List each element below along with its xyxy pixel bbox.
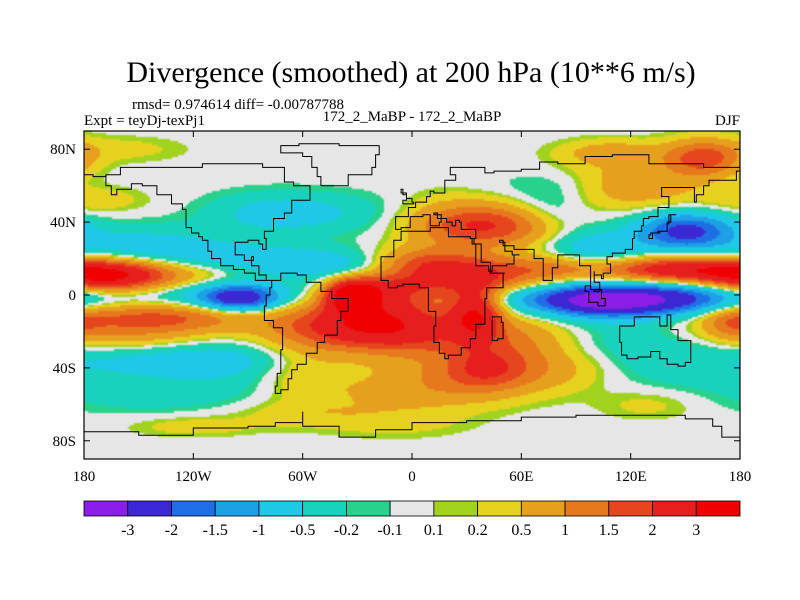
coastline-segment: [584, 285, 606, 307]
colorbar-label: 0.1: [424, 522, 444, 539]
colorbar-label: -2: [165, 522, 178, 539]
stats-label: rmsd= 0.974614 diff= -0.00787788: [132, 97, 344, 113]
plot-area: 180 120W 60W 0 60E 120E 180 80N 40N 0 40S 80S: [50, 130, 752, 485]
coastline-segment: [395, 154, 741, 226]
colorbar-label: -3: [121, 522, 134, 539]
y-tick-label: 0: [69, 288, 77, 304]
y-axis: 80N 40N 0 40S 80S: [50, 142, 740, 450]
colorbar-swatch: [345, 500, 391, 517]
colorbar-label: -0.2: [334, 522, 359, 539]
y-tick-label: 80S: [53, 434, 76, 450]
coastline-segment: [84, 411, 740, 438]
colorbar-swatch: [564, 500, 610, 517]
x-tick-label: 120W: [175, 469, 213, 485]
colorbar-swatch: [171, 500, 216, 517]
colorbar-swatch: [302, 500, 347, 517]
comparison-label: 172_2_MaBP - 172_2_MaBP: [323, 109, 502, 125]
colorbar-swatch: [433, 500, 479, 517]
colorbar-label: 1.5: [599, 522, 619, 539]
coastline: [84, 143, 741, 438]
colorbar-swatch: [127, 500, 172, 517]
colorbar-swatch: [477, 500, 522, 517]
experiment-label: Expt = teyDj-texPj1: [84, 113, 205, 129]
coastline-segment: [395, 170, 740, 292]
colorbar-swatch: [389, 500, 435, 517]
season-label: DJF: [715, 113, 740, 129]
colorbar-label: 2: [649, 522, 657, 539]
colorbar-swatch: [652, 500, 697, 517]
colorbar-swatch: [608, 500, 653, 517]
y-tick-label: 40S: [53, 361, 76, 377]
y-tick-label: 40N: [50, 215, 76, 231]
colorbar-label: 1: [561, 522, 569, 539]
x-tick-label: 60W: [288, 469, 318, 485]
coastline-segment: [105, 163, 311, 281]
x-tick-label: 120E: [615, 469, 647, 485]
x-tick-label: 180: [73, 469, 96, 485]
x-tick-label: 60E: [509, 469, 533, 485]
x-axis: 180 120W 60W 0 60E 120E 180: [73, 131, 752, 485]
colorbar-swatch: [214, 500, 260, 517]
divergence-field: [84, 131, 740, 459]
coastline-segment: [619, 314, 692, 367]
y-tick-label: 80N: [50, 142, 76, 158]
colorbar-swatch: [695, 500, 741, 517]
coastline-segment: [280, 143, 380, 187]
coastline-segment: [491, 316, 504, 342]
colorbar-swatch: [83, 500, 129, 517]
x-tick-label: 180: [729, 469, 752, 485]
colorbar-label: 3: [692, 522, 700, 539]
coastline-segment: [84, 174, 107, 178]
colorbar-swatch: [258, 500, 304, 517]
colorbar-swatch: [520, 500, 566, 517]
colorbar-label: -1: [252, 522, 265, 539]
chart-title: Divergence (smoothed) at 200 hPa (10**6 …: [126, 56, 695, 89]
colorbar-label: -0.1: [377, 522, 402, 539]
colorbar-label: -0.5: [290, 522, 315, 539]
x-tick-label: 0: [408, 469, 416, 485]
colorbar-label: 0.5: [511, 522, 531, 539]
coastline-segment: [648, 214, 677, 239]
colorbar: -3 -2 -1.5 -1 -0.5 -0.2 -0.1 0.1 0.2 0.5 1 1.5 2 3: [83, 500, 741, 539]
colorbar-label: -1.5: [203, 522, 228, 539]
coastline-segment: [400, 188, 415, 205]
coastline-segment: [263, 272, 349, 394]
colorbar-label: 0.2: [468, 522, 488, 539]
coastline-segment: [380, 227, 505, 360]
